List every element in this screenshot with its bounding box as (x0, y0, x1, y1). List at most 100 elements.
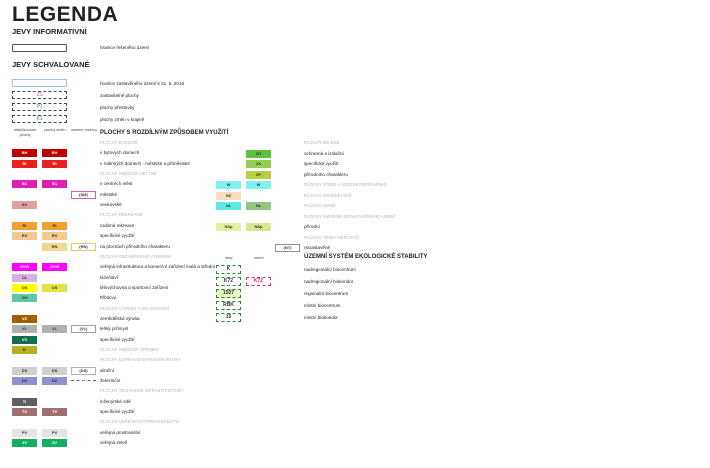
rezerva-swatch: (DZ) (71, 379, 96, 389)
uses-label: nadregionální biokoridor (304, 279, 354, 284)
k1-swatch: K1 (12, 115, 67, 123)
stab-swatch: TX (12, 408, 37, 417)
zmena-swatch: ZO (246, 149, 271, 158)
uses-label: nadregionální biocentrum (304, 267, 356, 272)
stab-swatch: VL (12, 325, 37, 334)
zmena-swatch: PV (42, 428, 67, 437)
zmena-swatch: BH (42, 149, 67, 158)
uses-stav-swatch: K (216, 265, 241, 274)
stab-swatch: NZ (216, 191, 241, 200)
stab-swatch: RX (12, 232, 37, 241)
zmena-swatch: RN (42, 242, 67, 251)
area-label: venkovské (100, 202, 122, 208)
stab-swatch: TI (12, 397, 37, 406)
area-label: specifické využití (100, 233, 135, 239)
category-label: PLOCHY VEŘEJNÝCH PROSTRANSTVÍ (100, 419, 180, 425)
rezerva-swatch: (RN) (71, 242, 96, 251)
category-label: PLOCHY DOPRAVNÍ INFRASTRUKTURY (100, 357, 182, 363)
area-label: přírodní (304, 224, 320, 229)
zmena-swatch: RI (42, 221, 67, 230)
uses-label: regionální biocentrum (304, 291, 349, 296)
rezerva-swatch: (DS) (71, 366, 96, 375)
zmena-swatch: BI (42, 159, 67, 168)
stab-swatch: BH (12, 149, 37, 158)
category-label: PLOCHY OBČANSKÉHO VYBAVENÍ (100, 253, 172, 259)
area-label: specifické využití (100, 409, 135, 415)
category-label: PLOCHY BYDLENÍ (100, 140, 138, 145)
p1-swatch: P1 (12, 103, 67, 111)
zmena-swatch: SC (42, 180, 67, 189)
area-label: rodinná rekreace (100, 222, 135, 228)
zmena-swatch: NL (246, 202, 271, 210)
col-header-stab: stabilizované plochy (14, 128, 36, 137)
z1-swatch: Z1 (12, 91, 67, 99)
zmena-swatch: ZX (246, 160, 271, 168)
stab-swatch: OS (12, 283, 37, 292)
zmena-swatch: VL (42, 325, 67, 334)
category-label: PLOCHY LESNÍ (304, 203, 336, 208)
area-label: lehký průmysl (100, 326, 129, 332)
stab-swatch: DS (12, 366, 37, 375)
zmena-swatch: ZV (42, 439, 67, 448)
uses-stav-swatch: K72 (216, 277, 241, 286)
stab-swatch: OVW (12, 263, 37, 272)
area-label: v centrech měst (100, 181, 133, 187)
zmena-swatch: NSp (246, 223, 271, 231)
category-label: PLOCHY ZEMĚDĚLSKÉ (304, 192, 352, 198)
boundary-label: hranice řešeného území (100, 45, 150, 50)
zmena-swatch: W (246, 181, 271, 189)
info-heading: JEVY INFORMATIVNÍ (12, 27, 87, 36)
area-label: tělovýchovná a sportovní zařízení (100, 284, 169, 290)
area-label: nezastavěné (304, 245, 331, 250)
area-label: v bytových domech (100, 150, 140, 156)
stab-swatch: PV (12, 428, 37, 437)
area-label: městské (100, 191, 118, 197)
category-label: PLOCHY VODNÍ A VODOHOSPODÁŘSKÉ (304, 182, 388, 187)
stab-swatch: OH (12, 294, 37, 303)
stab-swatch: RI (12, 221, 37, 230)
uses-label: místní biocentrum (304, 303, 341, 308)
stab-swatch: ZV (12, 439, 37, 448)
boundary-swatch (12, 44, 67, 52)
zmena-swatch: ZP (246, 170, 271, 179)
category-label: PLOCHY TECHNICKÉ INFRASTRUKTURY (100, 388, 184, 394)
zmena-swatch: DS (42, 366, 67, 375)
uses-heading: ÚZEMNÍ SYSTÉM EKOLOGICKÉ STABILITY (304, 254, 428, 260)
area-label: veřejná infrastruktura a komerční zaříze… (100, 264, 216, 270)
stab-swatch: NL (216, 202, 241, 210)
stab-swatch: SC (12, 180, 37, 189)
legend-title: LEGENDA (12, 3, 119, 26)
area-label: hřbitovy (100, 295, 117, 301)
category-label: PLOCHY VÝROBY A SKLADOVÁNÍ (100, 305, 169, 311)
uses-header-stav: stav (225, 256, 233, 260)
col-header-rezerva: územní rezervy (71, 128, 97, 132)
built-up-boundary-swatch (12, 79, 67, 87)
stab-swatch: BI (12, 159, 37, 168)
area-label: specifické využití (100, 336, 135, 342)
stab-swatch: NSp (216, 223, 241, 231)
stab-swatch: DZ (12, 377, 37, 386)
rezerva-swatch: (NT) (275, 244, 300, 252)
category-label: PLOCHY SMÍŠENÉ VÝROBNÍ (100, 347, 159, 352)
uses-stav-swatch: 15 (216, 313, 241, 322)
area-label: v rodinných domech - městské a příměstsk… (100, 160, 190, 166)
p1-label: plochy přestavby (100, 105, 135, 110)
zmena-swatch: DZ (42, 377, 67, 386)
category-label: PLOCHY ZELENĚ (304, 140, 340, 145)
category-label: PLOCHY SMÍŠENÉ OBYTNÉ (100, 171, 157, 177)
area-label: ochranná a izolační (304, 150, 344, 156)
zmena-swatch: RX (42, 232, 67, 241)
stab-swatch: SV (12, 201, 37, 210)
areas-heading: PLOCHY S ROZDÍLNÝM ZPŮSOBEM VYUŽITÍ (100, 130, 229, 136)
approved-heading: JEVY SCHVALOVANÉ (12, 60, 90, 69)
area-label: na plochách přírodního charakteru (100, 243, 170, 249)
uses-label: místní biokoridor (304, 315, 338, 320)
stab-swatch: OL (12, 273, 37, 282)
built-up-boundary-label: hranice zastavěného území k 31. 5. 2016 (100, 81, 185, 86)
uses-navrh-swatch: K72 (246, 277, 271, 286)
z1-label: zastavitelné plochy (100, 93, 139, 98)
k1-label: plochy změn v krajině (100, 117, 145, 122)
col-header-zmena: plochy změn (44, 128, 66, 132)
category-label: PLOCHY REKREACE (100, 212, 143, 218)
area-label: silniční (100, 367, 115, 373)
